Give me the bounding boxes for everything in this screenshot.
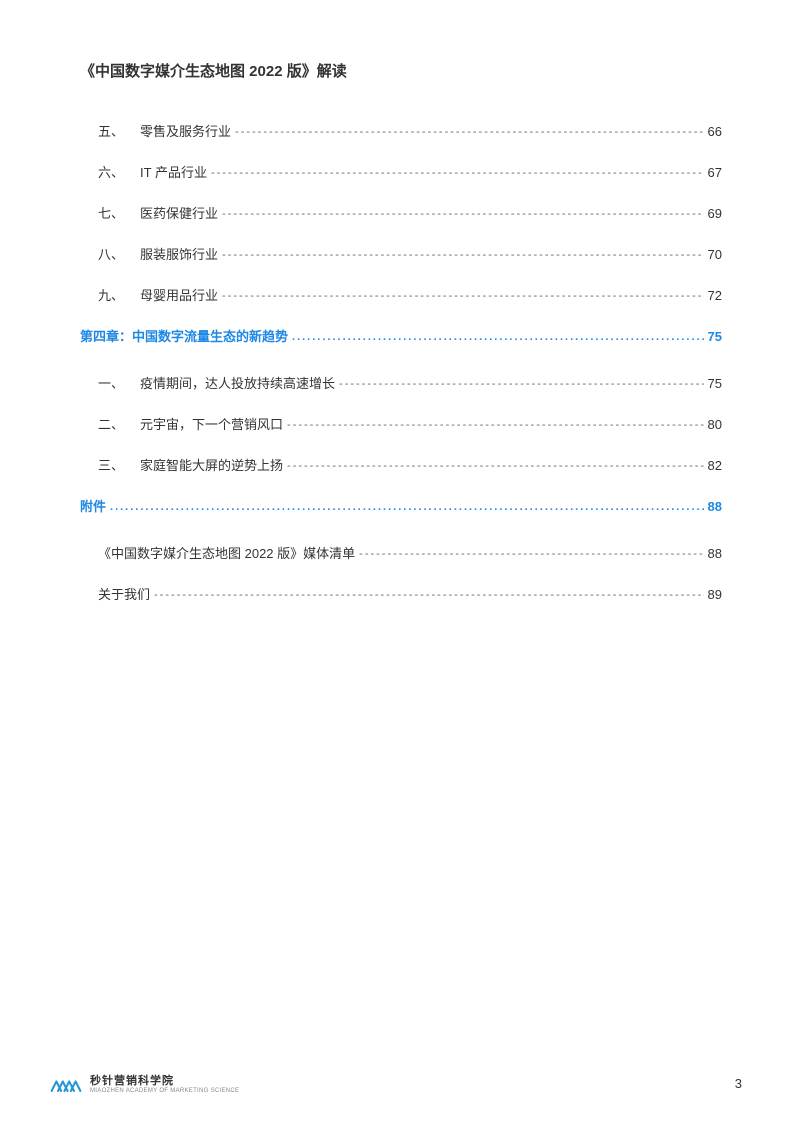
toc-number: 九、 [98,285,124,304]
toc-label: 母婴用品行业 [140,285,218,304]
table-of-contents: 五、 零售及服务行业 -----------------------------… [80,121,722,603]
toc-page: 88 [708,499,722,514]
toc-entry: 七、 医药保健行业 ------------------------------… [80,203,722,222]
toc-label: 服装服饰行业 [140,244,218,263]
toc-page: 75 [708,376,722,391]
toc-label: 疫情期间，达人投放持续高速增长 [140,373,335,392]
page-header-title: 《中国数字媒介生态地图 2022 版》解读 [80,60,722,81]
toc-dots: ----------------------------------------… [218,208,704,220]
toc-chapter-label: 附件 [80,496,106,515]
toc-dots: ----------------------------------------… [218,249,704,261]
toc-page: 80 [708,417,722,432]
toc-number: 一、 [98,373,124,392]
toc-number: 八、 [98,244,124,263]
toc-page: 72 [708,288,722,303]
toc-number: 六、 [98,162,124,181]
toc-number: 七、 [98,203,124,222]
toc-dots: ----------------------------------------… [150,589,704,601]
logo-text-main: 秒针营销科学院 [90,1072,239,1088]
toc-dots: ----------------------------------------… [335,378,704,390]
toc-chapter-entry: 附件 .....................................… [80,496,722,515]
toc-page: 88 [708,546,722,561]
toc-dots: ........................................… [106,501,704,513]
toc-number: 三、 [98,455,124,474]
toc-label: 零售及服务行业 [140,121,231,140]
toc-chapter-entry: 第四章：中国数字流量生态的新趋势 .......................… [80,326,722,345]
toc-entry: 三、 家庭智能大屏的逆势上扬 -------------------------… [80,455,722,474]
footer-logo: 秒针营销科学院 MIAOZHEN ACADEMY OF MARKETING SC… [50,1072,239,1094]
toc-label: 关于我们 [98,584,150,603]
toc-dots: ----------------------------------------… [283,419,704,431]
page-footer: 秒针营销科学院 MIAOZHEN ACADEMY OF MARKETING SC… [50,1072,742,1094]
toc-number: 五、 [98,121,124,140]
toc-dots: ----------------------------------------… [355,548,703,560]
toc-page: 70 [708,247,722,262]
toc-label: 医药保健行业 [140,203,218,222]
toc-page: 82 [708,458,722,473]
toc-entry: 五、 零售及服务行业 -----------------------------… [80,121,722,140]
toc-entry: 一、 疫情期间，达人投放持续高速增长 ---------------------… [80,373,722,392]
toc-entry: 二、 元宇宙，下一个营销风口 -------------------------… [80,414,722,433]
toc-dots: ........................................… [288,331,704,343]
toc-label: 元宇宙，下一个营销风口 [140,414,283,433]
logo-icon [50,1073,82,1093]
toc-label: 《中国数字媒介生态地图 2022 版》媒体清单 [98,543,355,562]
toc-dots: ----------------------------------------… [207,167,704,179]
logo-text-sub: MIAOZHEN ACADEMY OF MARKETING SCIENCE [90,1088,239,1094]
toc-page: 89 [708,587,722,602]
toc-entry: 关于我们 -----------------------------------… [80,584,722,603]
toc-number: 二、 [98,414,124,433]
toc-entry: 《中国数字媒介生态地图 2022 版》媒体清单 ----------------… [80,543,722,562]
toc-page: 69 [708,206,722,221]
toc-entry: 六、 IT 产品行业 -----------------------------… [80,162,722,181]
toc-dots: ----------------------------------------… [218,290,704,302]
toc-page: 66 [708,124,722,139]
toc-dots: ----------------------------------------… [283,460,704,472]
toc-entry: 八、 服装服饰行业 ------------------------------… [80,244,722,263]
toc-page: 67 [708,165,722,180]
toc-label: 家庭智能大屏的逆势上扬 [140,455,283,474]
toc-page: 75 [708,329,722,344]
toc-label: IT 产品行业 [140,162,207,181]
toc-chapter-label: 第四章：中国数字流量生态的新趋势 [80,326,288,345]
toc-entry: 九、 母婴用品行业 ------------------------------… [80,285,722,304]
toc-dots: ----------------------------------------… [231,126,704,138]
page-number: 3 [735,1076,742,1091]
logo-text: 秒针营销科学院 MIAOZHEN ACADEMY OF MARKETING SC… [90,1072,239,1094]
